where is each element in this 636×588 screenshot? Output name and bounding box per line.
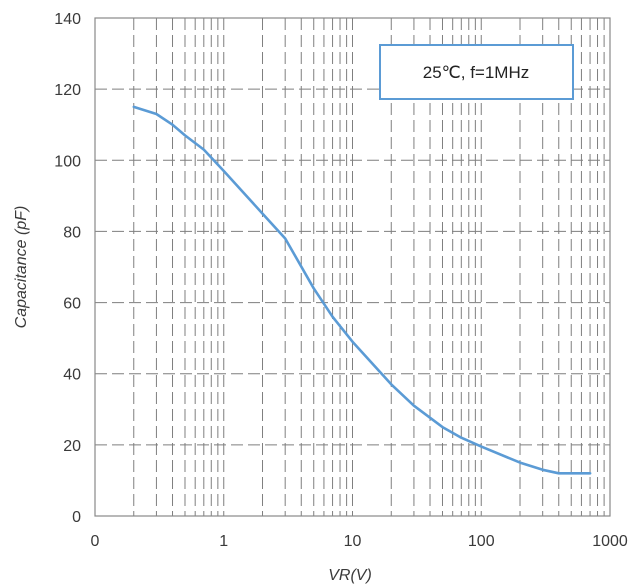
x-axis-title: VR(V) [328, 567, 372, 584]
y-tick-label: 120 [54, 82, 81, 99]
y-tick-label: 0 [72, 509, 81, 526]
tick-labels: 0 20 40 60 80 100 120 140 0 1 10 100 1000 [54, 11, 628, 550]
annotation-label: 25℃, f=1MHz [423, 63, 530, 82]
x-tick-label: 0 [91, 533, 100, 550]
y-tick-label: 20 [63, 438, 81, 455]
x-tick-label: 100 [468, 533, 495, 550]
x-tick-label: 1 [219, 533, 228, 550]
y-tick-label: 100 [54, 153, 81, 170]
x-tick-label: 10 [344, 533, 362, 550]
y-tick-label: 80 [63, 224, 81, 241]
annotation-box: 25℃, f=1MHz [379, 44, 574, 100]
y-tick-label: 60 [63, 296, 81, 313]
y-tick-label: 140 [54, 11, 81, 28]
y-axis-title: Capacitance (pF) [13, 206, 30, 329]
series-group [132, 105, 592, 475]
plot-frame [94, 17, 611, 517]
capacitance-curve [132, 105, 592, 475]
y-tick-label: 40 [63, 367, 81, 384]
x-tick-label: 1000 [592, 533, 628, 550]
